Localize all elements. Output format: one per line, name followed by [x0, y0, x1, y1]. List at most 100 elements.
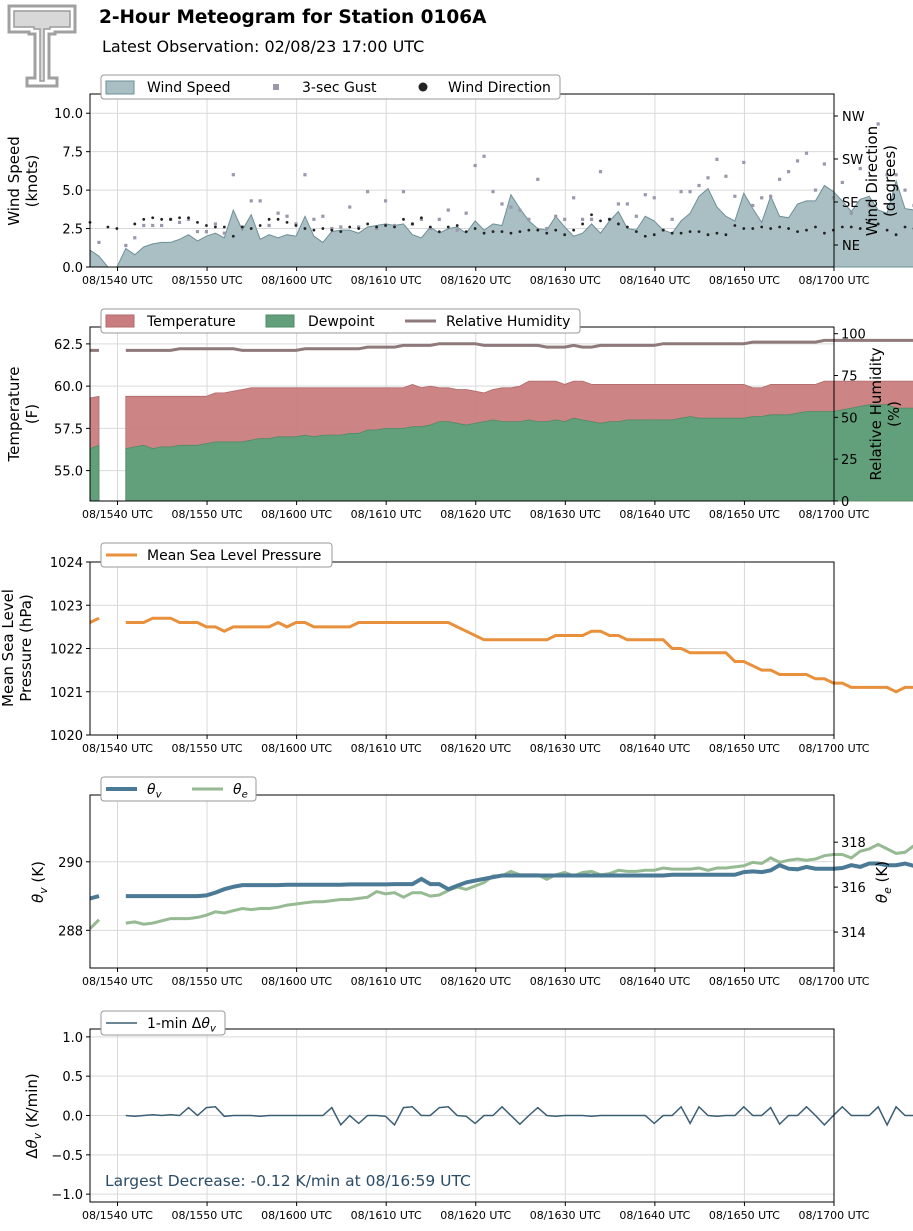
gust-point [903, 188, 907, 192]
wind-direction-point [733, 224, 737, 227]
theta-v-line [89, 861, 913, 901]
wind-direction-point [581, 222, 584, 226]
wind-direction-point [428, 225, 432, 229]
wind-direction-point [375, 225, 378, 229]
gust-point [634, 214, 638, 218]
gust-point [446, 208, 450, 212]
delta-xtick-label: 08/1610 UTC [351, 1209, 422, 1222]
gust-point [849, 211, 853, 215]
wind-direction-point [178, 216, 181, 220]
theta-xtick-label: 08/1610 UTC [351, 975, 422, 988]
wind-direction-point [652, 233, 656, 237]
gust-point [876, 122, 880, 126]
wind-direction-point [858, 227, 862, 230]
theta-xtick-label: 08/1650 UTC [709, 975, 780, 988]
wind-ylabel-right-line: (degrees) [881, 145, 899, 217]
pres-ytick-label: 1021 [50, 686, 83, 701]
wind-direction-point [778, 225, 782, 229]
gust-point [186, 217, 191, 221]
temp-xtick-label: 08/1640 UTC [619, 508, 690, 521]
gust-point [204, 230, 209, 234]
gust-point [195, 230, 200, 234]
wind-direction-point [491, 230, 495, 234]
wind-direction-point [330, 228, 334, 232]
legend-label-delta-theta: θ [201, 1016, 210, 1032]
wind-legend-box [100, 74, 561, 100]
wind-direction-point [196, 221, 199, 224]
gust-point [545, 226, 549, 231]
pres-xtick-label: 08/1650 UTC [709, 742, 780, 755]
wind-direction-point [805, 228, 808, 232]
legend-swatch-temperature [105, 314, 135, 328]
wind-direction-point [258, 224, 262, 227]
legend-label-theta-v-sub: v [156, 790, 163, 801]
gust-point [276, 211, 280, 215]
gust-point [437, 217, 441, 221]
gust-point [285, 214, 289, 218]
legend-label-direction: Wind Direction [448, 80, 551, 96]
wind-direction-point [536, 228, 540, 232]
wind-direction-point [437, 230, 441, 234]
gust-point [294, 222, 298, 226]
wind-direction-point [599, 219, 602, 223]
wind-direction-point [411, 222, 414, 226]
gust-point [177, 220, 182, 225]
wind-direction-point [509, 231, 513, 235]
theta-ylabel-right-sub: e [881, 887, 894, 894]
wind-direction-point [160, 217, 164, 221]
wind-ylabel-line: Wind Speed [5, 136, 23, 226]
legend-label-theta-v: θv [147, 782, 163, 801]
figure-subtitle: Latest Observation: 02/08/23 17:00 UTC [102, 37, 424, 56]
gust-point [643, 193, 647, 197]
gust-point [267, 223, 271, 228]
wind-direction-point [482, 231, 486, 235]
gust-point [473, 163, 477, 168]
delta-xtick-label: 08/1700 UTC [798, 1209, 869, 1222]
wind-xtick-label: 08/1630 UTC [530, 274, 601, 287]
humidity-line [90, 338, 913, 352]
theta-ylabel-post: (K) [29, 861, 47, 887]
wind-direction-point [697, 230, 701, 234]
wind-direction-point [321, 227, 325, 230]
wind-direction-point [679, 231, 683, 235]
theta-ytick-label: 290 [58, 856, 83, 871]
wind-direction-point [554, 228, 558, 232]
wind-direction-point [240, 225, 244, 229]
pres-legend-box [100, 542, 333, 568]
wind-direction-point [366, 222, 370, 226]
gust-point [464, 211, 468, 215]
theta-ytick-right-label: 318 [841, 836, 866, 851]
delta-xtick-label: 08/1640 UTC [619, 1209, 690, 1222]
pres-ytick-label: 1023 [50, 599, 83, 614]
wind-speed-area [89, 179, 913, 268]
panels: 08/1540 UTC 08/1550 UTC 08/1600 UTC 08/1610… [0, 74, 913, 1222]
gust-point [536, 177, 540, 181]
gust-point [697, 183, 701, 188]
delta-ylabel-pre: Δ [23, 1148, 41, 1159]
temp-ylabel-right-line: (%) [885, 401, 903, 427]
temp-xtick-label: 08/1650 UTC [709, 508, 780, 521]
theta-ytick-label: 288 [58, 924, 83, 939]
gust-point [160, 223, 164, 228]
wind-direction-point [796, 230, 799, 234]
wind-xtick-label: 08/1650 UTC [709, 274, 780, 287]
gust-point [133, 236, 137, 240]
gust-point [616, 202, 621, 206]
legend-label-delta-pre: 1-min Δ [147, 1016, 202, 1032]
gust-point [670, 217, 674, 221]
wind-direction-point [617, 222, 620, 226]
pres-xtick-label: 08/1610 UTC [351, 742, 422, 755]
delta-ylabel: Δθv (K/min) [23, 1073, 44, 1159]
wind-direction-point [133, 222, 137, 226]
gust-point [786, 170, 791, 174]
temp-xtick-label: 08/1630 UTC [530, 508, 601, 521]
gust-point [831, 196, 835, 200]
wind-dir-tick-label: NE [842, 239, 860, 254]
theta-ylabel-right: θe (K) [873, 861, 894, 903]
wind-direction-point [500, 230, 504, 234]
wind-direction-point [625, 225, 629, 229]
wind-direction-point [169, 217, 173, 221]
legend-label-temperature: Temperature [146, 314, 236, 330]
gust-point [589, 217, 594, 221]
gust-point [804, 151, 809, 155]
